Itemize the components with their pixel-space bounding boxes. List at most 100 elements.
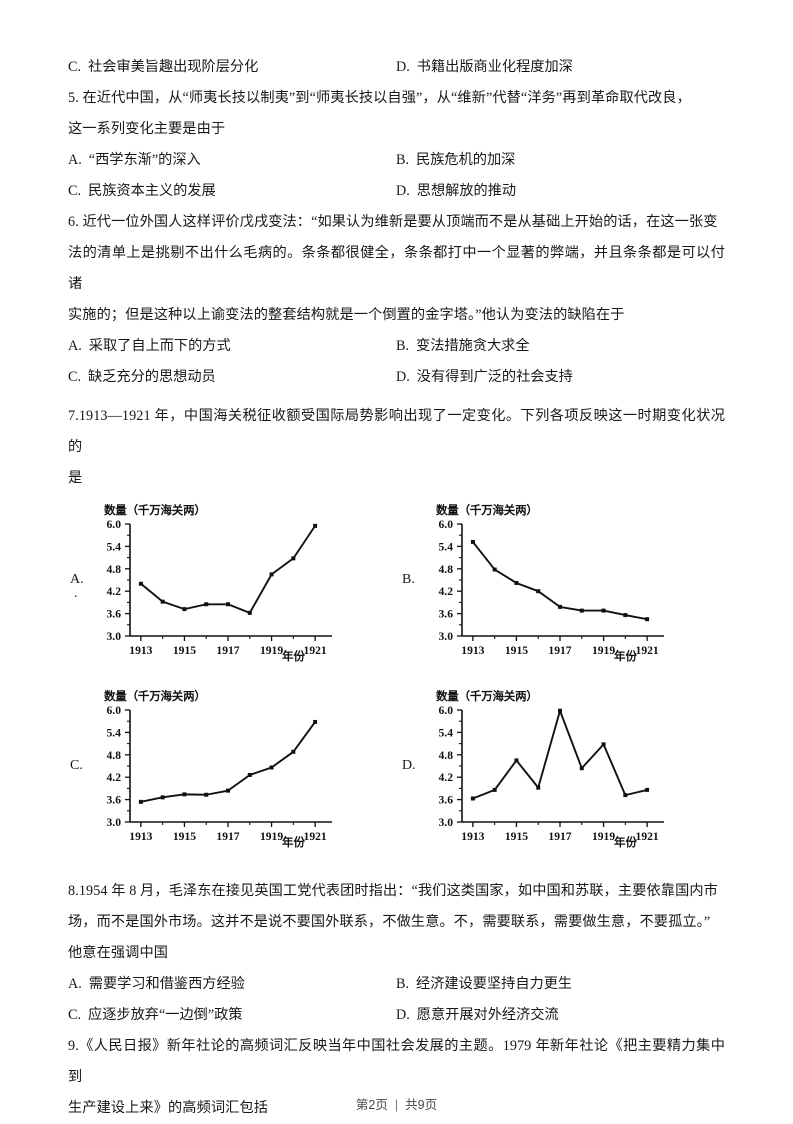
svg-text:1917: 1917 bbox=[548, 644, 571, 657]
question-5: 5. 在近代中国，从“师夷长技以制夷”到“师夷长技以自强”，从“维新”代替“洋务… bbox=[68, 83, 725, 207]
option-c[interactable]: C. 应逐步放弃“一边倒”政策 bbox=[68, 1000, 243, 1031]
option-b[interactable]: B. 民族危机的加深 bbox=[396, 145, 515, 176]
chart-c-yaxis-title: 数量（千万海关两） bbox=[104, 691, 206, 703]
option-letter: D. bbox=[396, 59, 410, 75]
question-stem-line: 场，而不是国外市场。这并不是说不要国外联系，不做生意。不，需要联系，需要做生意，… bbox=[68, 914, 711, 930]
option-text: 书籍出版商业化程度加深 bbox=[416, 59, 573, 75]
option-text: 缺乏充分的思想动员 bbox=[88, 369, 216, 385]
svg-text:1915: 1915 bbox=[173, 830, 196, 843]
question-stem-line: 6. 近代一位外国人这样评价戊戌变法：“如果认为维新是要从顶端而不是从基础上开始… bbox=[68, 214, 718, 230]
svg-text:4.2: 4.2 bbox=[107, 585, 122, 598]
svg-text:3.6: 3.6 bbox=[439, 608, 454, 621]
svg-text:1919: 1919 bbox=[260, 644, 283, 657]
option-letter: A. bbox=[68, 976, 82, 992]
option-letter: C. bbox=[68, 369, 82, 385]
svg-text:3.0: 3.0 bbox=[107, 630, 122, 643]
svg-text:3.0: 3.0 bbox=[107, 816, 122, 829]
option-c[interactable]: C. 民族资本主义的发展 bbox=[68, 176, 216, 207]
svg-text:1913: 1913 bbox=[129, 644, 152, 657]
option-text: 需要学习和借鉴西方经验 bbox=[88, 976, 245, 992]
svg-text:1917: 1917 bbox=[548, 830, 571, 843]
svg-text:1915: 1915 bbox=[505, 644, 528, 657]
svg-text:4.2: 4.2 bbox=[439, 771, 454, 784]
option-a[interactable]: A. “西学东渐”的深入 bbox=[68, 145, 201, 176]
svg-text:5.4: 5.4 bbox=[439, 726, 454, 739]
option-letter: A. bbox=[68, 152, 82, 168]
svg-text:1915: 1915 bbox=[173, 644, 196, 657]
option-row: C. 应逐步放弃“一边倒”政策 D. 愿意开展对外经济交流 bbox=[68, 1000, 725, 1031]
option-text: 愿意开展对外经济交流 bbox=[416, 1007, 559, 1023]
svg-text:4.2: 4.2 bbox=[439, 585, 454, 598]
svg-text:1921: 1921 bbox=[304, 644, 327, 657]
option-a[interactable]: A. 采取了自上而下的方式 bbox=[68, 331, 231, 362]
question-stem-line: 8.1954 年 8 月，毛泽东在接见英国工党代表团时指出：“我们这类国家，如中… bbox=[68, 883, 718, 899]
chart-option-b: B. 数量（千万海关两） 年份 3.0 3.6 4.2 4.8 5.4 6.0 1913 19… bbox=[400, 500, 730, 680]
chart-a-label: A. bbox=[70, 572, 84, 587]
chart-a-label-dot: . bbox=[74, 586, 78, 601]
chart-b-plot: 3.0 3.6 4.2 4.8 5.4 6.0 1913 1915 1917 1919 1921 bbox=[439, 518, 664, 657]
option-text: 经济建设要坚持自力更生 bbox=[416, 976, 573, 992]
question-stem-line: 9.《人民日报》新年社论的高频词汇反映当年中国社会发展的主题。1979 年新年社… bbox=[68, 1038, 725, 1085]
svg-text:1913: 1913 bbox=[129, 830, 152, 843]
chart-b-label: B. bbox=[402, 572, 415, 587]
chart-a-plot: 3.0 3.6 4.2 4.8 5.4 6.0 1913 1915 1917 1919 1921 bbox=[107, 518, 332, 657]
chart-d-plot: 3.0 3.6 4.2 4.8 5.4 6.0 1913 1915 1917 1919 1921 bbox=[439, 704, 664, 843]
option-letter: A. bbox=[68, 338, 82, 354]
page-content: C. 社会审美旨趣出现阶层分化 D. 书籍出版商业化程度加深 5. 在近代中国，从“… bbox=[68, 52, 725, 1124]
option-text: 应逐步放弃“一边倒”政策 bbox=[88, 1007, 243, 1023]
option-d[interactable]: D. 思想解放的推动 bbox=[396, 176, 516, 207]
svg-text:1921: 1921 bbox=[636, 830, 659, 843]
option-letter: C. bbox=[68, 183, 82, 199]
option-c[interactable]: C. 社会审美旨趣出现阶层分化 bbox=[68, 52, 258, 83]
svg-text:1913: 1913 bbox=[461, 830, 484, 843]
svg-text:1921: 1921 bbox=[304, 830, 327, 843]
svg-text:4.8: 4.8 bbox=[439, 563, 454, 576]
option-text: 没有得到广泛的社会支持 bbox=[416, 369, 573, 385]
svg-text:6.0: 6.0 bbox=[439, 518, 454, 531]
option-text: 民族资本主义的发展 bbox=[88, 183, 216, 199]
option-letter: D. bbox=[396, 369, 410, 385]
svg-text:4.8: 4.8 bbox=[439, 749, 454, 762]
svg-text:6.0: 6.0 bbox=[439, 704, 454, 717]
svg-text:3.6: 3.6 bbox=[107, 608, 122, 621]
option-c[interactable]: C. 缺乏充分的思想动员 bbox=[68, 362, 216, 393]
chart-row-cd: C. 数量（千万海关两） 年份 3.0 3.6 4.2 4.8 5.4 6.0 1913 19… bbox=[68, 686, 725, 866]
svg-text:5.4: 5.4 bbox=[107, 726, 122, 739]
svg-text:1919: 1919 bbox=[592, 830, 615, 843]
option-b[interactable]: B. 变法措施贪大求全 bbox=[396, 331, 530, 362]
footer-total-pages: 共9页 bbox=[405, 1098, 438, 1112]
page-footer: 第2页 | 共9页 bbox=[0, 1094, 793, 1113]
svg-text:5.4: 5.4 bbox=[439, 540, 454, 553]
option-d[interactable]: D. 愿意开展对外经济交流 bbox=[396, 1000, 559, 1031]
svg-text:1919: 1919 bbox=[260, 830, 283, 843]
question-9: 9.《人民日报》新年社论的高频词汇反映当年中国社会发展的主题。1979 年新年社… bbox=[68, 1031, 725, 1124]
option-b[interactable]: B. 经济建设要坚持自力更生 bbox=[396, 969, 572, 1000]
question-stem-line: 实施的；但是这种以上谕变法的整套结构就是一个倒置的金字塔。”他认为变法的缺陷在于 bbox=[68, 307, 625, 323]
option-text: “西学东渐”的深入 bbox=[88, 152, 201, 168]
question-6: 6. 近代一位外国人这样评价戊戌变法：“如果认为维新是要从顶端而不是从基础上开始… bbox=[68, 207, 725, 393]
chart-c-xaxis-title: 年份 bbox=[282, 837, 305, 849]
svg-text:1921: 1921 bbox=[636, 644, 659, 657]
svg-text:4.8: 4.8 bbox=[107, 563, 122, 576]
question-stem-line: 法的清单上是挑剔不出什么毛病的。条条都很健全，条条都打中一个显著的弊端，并且条条… bbox=[68, 245, 725, 292]
option-letter: C. bbox=[68, 59, 82, 75]
chart-d-label: D. bbox=[402, 758, 416, 773]
chart-c-label: C. bbox=[70, 758, 83, 773]
question-stem-line: 是 bbox=[68, 470, 83, 486]
footer-current-page: 第2页 bbox=[355, 1098, 388, 1112]
svg-text:6.0: 6.0 bbox=[107, 518, 122, 531]
option-text: 民族危机的加深 bbox=[416, 152, 516, 168]
question-stem-line: 他意在强调中国 bbox=[68, 945, 169, 961]
option-d[interactable]: D. 没有得到广泛的社会支持 bbox=[396, 362, 573, 393]
question-7-chart-group: A. . 数量（千万海关两） 年份 3.0 3.6 4.2 4.8 5.4 6.0 1913… bbox=[68, 500, 725, 866]
option-a[interactable]: A. 需要学习和借鉴西方经验 bbox=[68, 969, 245, 1000]
svg-text:1915: 1915 bbox=[505, 830, 528, 843]
chart-row-ab: A. . 数量（千万海关两） 年份 3.0 3.6 4.2 4.8 5.4 6.0 1913… bbox=[68, 500, 725, 680]
svg-text:1913: 1913 bbox=[461, 644, 484, 657]
option-text: 思想解放的推动 bbox=[416, 183, 517, 199]
option-letter: D. bbox=[396, 1007, 410, 1023]
svg-text:3.6: 3.6 bbox=[439, 794, 454, 807]
chart-option-d: D. 数量（千万海关两） 年份 3.0 3.6 4.2 4.8 5.4 6.0 1913 19… bbox=[400, 686, 730, 866]
option-d[interactable]: D. 书籍出版商业化程度加深 bbox=[396, 52, 573, 83]
